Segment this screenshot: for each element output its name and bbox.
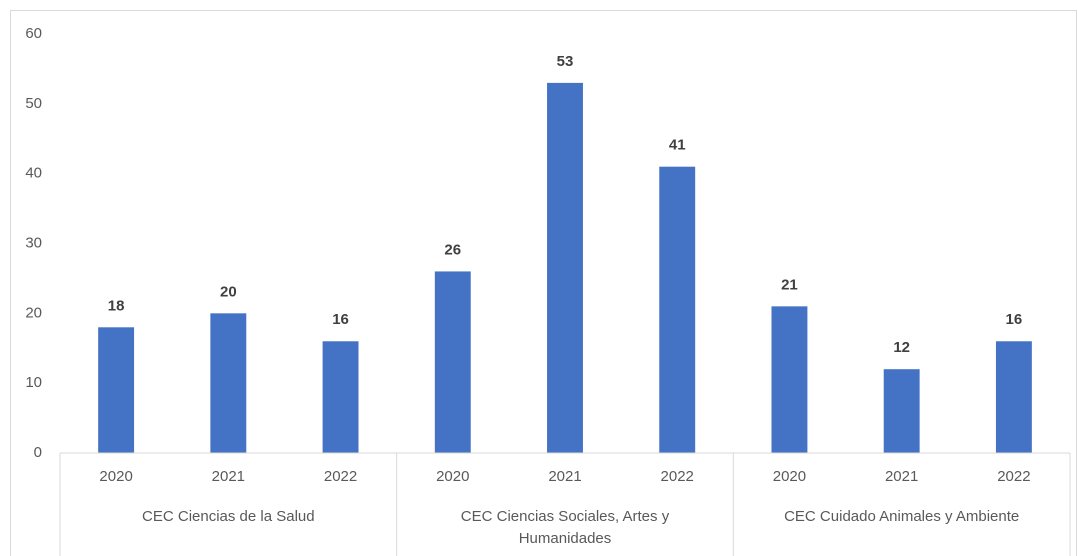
group-label: CEC Cuidado Animales y Ambiente [784,508,1020,525]
x-tick-label: 2020 [773,468,806,485]
y-tick-label: 30 [25,234,42,251]
x-tick-label: 2021 [548,468,581,485]
bar [659,166,696,453]
y-tick-label: 40 [25,165,42,182]
value-label: 18 [108,297,125,314]
y-tick-label: 10 [25,374,42,391]
group-label: CEC Ciencias de la Salud [142,508,315,525]
value-label: 26 [444,241,461,258]
x-tick-label: 2021 [885,468,918,485]
y-tick-label: 60 [25,25,42,42]
value-label: 16 [332,311,349,328]
y-tick-label: 20 [25,304,42,321]
bar [547,82,583,453]
x-tick-label: 2020 [99,468,132,485]
value-label: 20 [220,283,237,300]
value-label: 21 [781,276,798,293]
x-tick-label: 2022 [661,468,694,485]
value-label: 41 [669,137,686,154]
group-label: CEC Ciencias Sociales, Artes y Humanidad… [460,508,670,547]
value-label: 16 [1006,311,1023,328]
chart-border [10,10,1077,556]
bar [210,313,247,453]
bar [771,306,808,453]
x-tick-label: 2022 [997,468,1030,485]
bar [995,341,1032,453]
value-label: 53 [557,53,574,70]
x-tick-label: 2020 [436,468,469,485]
bar [434,271,471,453]
y-tick-label: 0 [34,444,42,461]
x-tick-label: 2021 [212,468,245,485]
bar [98,327,135,453]
bar [322,341,359,453]
x-tick-label: 2022 [324,468,357,485]
y-tick-label: 50 [25,95,42,112]
bar [883,369,920,453]
value-label: 12 [893,339,910,356]
